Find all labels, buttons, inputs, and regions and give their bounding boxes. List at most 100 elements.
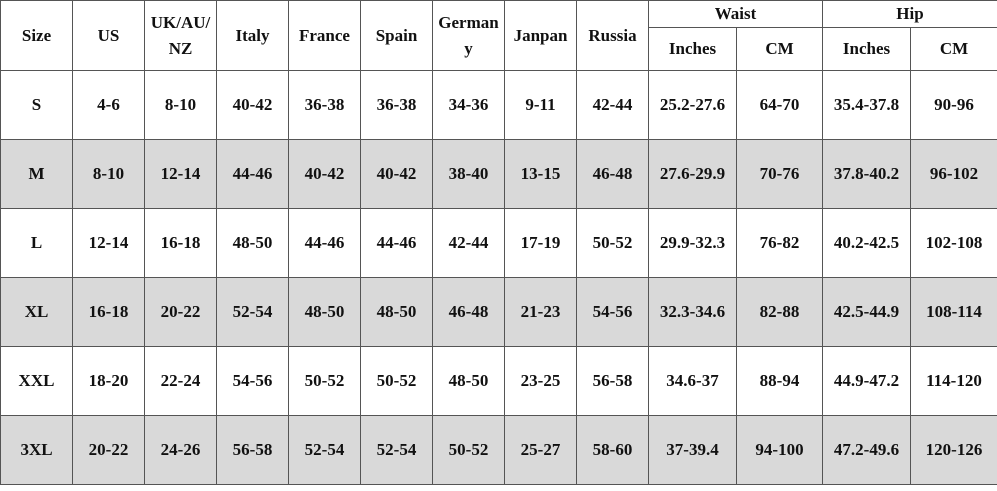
- cell: 102-108: [910, 208, 997, 278]
- sub-header: CM: [910, 27, 997, 71]
- cell: 48-50: [432, 346, 505, 416]
- cell: 42-44: [576, 70, 649, 140]
- cell: 50-52: [576, 208, 649, 278]
- column-header: Italy: [216, 0, 289, 71]
- cell: 16-18: [144, 208, 217, 278]
- cell: 48-50: [360, 277, 433, 347]
- cell: 21-23: [504, 277, 577, 347]
- cell: M: [0, 139, 73, 209]
- column-header: Russia: [576, 0, 649, 71]
- group-header: Waist: [648, 0, 823, 28]
- cell: 12-14: [144, 139, 217, 209]
- cell: 20-22: [144, 277, 217, 347]
- cell: 54-56: [216, 346, 289, 416]
- cell: 9-11: [504, 70, 577, 140]
- size-row: M 8-10 12-14 44-46 40-42 40-42 38-40 13-15 46-48…: [0, 139, 997, 209]
- cell: 44-46: [216, 139, 289, 209]
- cell: 56-58: [216, 415, 289, 485]
- sub-header: Inches: [822, 27, 911, 71]
- cell: 50-52: [288, 346, 361, 416]
- column-header: Spain: [360, 0, 433, 71]
- size-row: L 12-14 16-18 48-50 44-46 44-46 42-44 17-19 50-5…: [0, 208, 997, 278]
- cell: 8-10: [144, 70, 217, 140]
- cell: 50-52: [432, 415, 505, 485]
- cell: 4-6: [72, 70, 145, 140]
- cell: 12-14: [72, 208, 145, 278]
- cell: 52-54: [360, 415, 433, 485]
- cell: 47.2-49.6: [822, 415, 911, 485]
- cell: 42.5-44.9: [822, 277, 911, 347]
- cell: 48-50: [288, 277, 361, 347]
- size-row: XXL 18-20 22-24 54-56 50-52 50-52 48-50 23-25 56…: [0, 346, 997, 416]
- cell: 18-20: [72, 346, 145, 416]
- cell: 46-48: [576, 139, 649, 209]
- header-subrow: Inches CM Inches CM: [1, 27, 997, 71]
- size-row: 3XL 20-22 24-26 56-58 52-54 52-54 50-52 25-27 58…: [0, 415, 997, 485]
- cell: 44-46: [360, 208, 433, 278]
- column-header: UK/AU/NZ: [144, 0, 217, 71]
- cell: 17-19: [504, 208, 577, 278]
- cell: 54-56: [576, 277, 649, 347]
- cell: 64-70: [736, 70, 823, 140]
- size-row: S 4-6 8-10 40-42 36-38 36-38 34-36 9-11 42-44 25.…: [0, 70, 997, 140]
- cell: 36-38: [360, 70, 433, 140]
- column-header: US: [72, 0, 145, 71]
- cell: 90-96: [910, 70, 997, 140]
- cell: 44-46: [288, 208, 361, 278]
- cell: 36-38: [288, 70, 361, 140]
- cell: 40-42: [288, 139, 361, 209]
- cell: 8-10: [72, 139, 145, 209]
- cell: 13-15: [504, 139, 577, 209]
- header-row: Size US UK/AU/NZ Italy France Spain Germany Jan…: [0, 0, 997, 71]
- column-header: Janpan: [504, 0, 577, 71]
- sub-header: CM: [736, 27, 823, 71]
- cell: 37.8-40.2: [822, 139, 911, 209]
- cell: S: [0, 70, 73, 140]
- size-row: XL 16-18 20-22 52-54 48-50 48-50 46-48 21-23 54-…: [0, 277, 997, 347]
- cell: 38-40: [432, 139, 505, 209]
- sub-header: Inches: [648, 27, 737, 71]
- group-header: Hip: [822, 0, 997, 28]
- cell: 22-24: [144, 346, 217, 416]
- cell: 108-114: [910, 277, 997, 347]
- cell: 40-42: [360, 139, 433, 209]
- cell: 40-42: [216, 70, 289, 140]
- cell: 25.2-27.6: [648, 70, 737, 140]
- cell: 27.6-29.9: [648, 139, 737, 209]
- cell: 3XL: [0, 415, 73, 485]
- cell: 96-102: [910, 139, 997, 209]
- cell: 42-44: [432, 208, 505, 278]
- cell: 34-36: [432, 70, 505, 140]
- cell: 58-60: [576, 415, 649, 485]
- cell: 23-25: [504, 346, 577, 416]
- cell: 37-39.4: [648, 415, 737, 485]
- cell: 56-58: [576, 346, 649, 416]
- cell: 88-94: [736, 346, 823, 416]
- cell: 52-54: [216, 277, 289, 347]
- cell: 94-100: [736, 415, 823, 485]
- cell: 24-26: [144, 415, 217, 485]
- cell: 120-126: [910, 415, 997, 485]
- cell: 44.9-47.2: [822, 346, 911, 416]
- cell: 20-22: [72, 415, 145, 485]
- cell: 29.9-32.3: [648, 208, 737, 278]
- cell: L: [0, 208, 73, 278]
- cell: XXL: [0, 346, 73, 416]
- column-header: France: [288, 0, 361, 71]
- cell: 34.6-37: [648, 346, 737, 416]
- cell: 52-54: [288, 415, 361, 485]
- cell: 25-27: [504, 415, 577, 485]
- cell: 50-52: [360, 346, 433, 416]
- cell: 16-18: [72, 277, 145, 347]
- column-header: Germany: [432, 0, 505, 71]
- cell: 76-82: [736, 208, 823, 278]
- cell: 46-48: [432, 277, 505, 347]
- cell: 82-88: [736, 277, 823, 347]
- cell: 35.4-37.8: [822, 70, 911, 140]
- cell: 48-50: [216, 208, 289, 278]
- column-header: Size: [0, 0, 73, 71]
- cell: 70-76: [736, 139, 823, 209]
- cell: 40.2-42.5: [822, 208, 911, 278]
